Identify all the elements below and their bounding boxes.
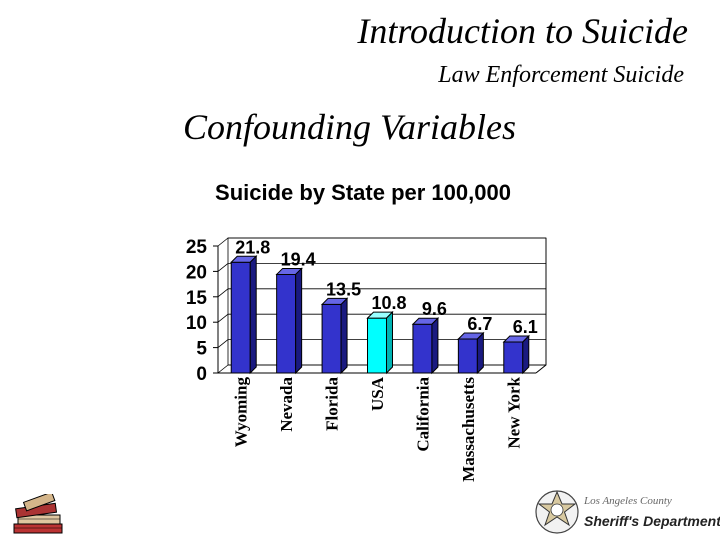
slide-title: Introduction to Suicide bbox=[357, 11, 688, 51]
category-label: Nevada bbox=[277, 377, 296, 432]
bar-side bbox=[295, 267, 303, 375]
section-heading: Confounding Variables bbox=[183, 107, 517, 147]
bar-front bbox=[503, 341, 524, 374]
bar-side bbox=[431, 317, 439, 375]
data-label: 6.1 bbox=[513, 317, 538, 337]
y-tick-label: 10 bbox=[186, 313, 207, 334]
bar-front bbox=[276, 273, 297, 374]
sheriff-star-badge-icon bbox=[535, 490, 579, 534]
chart-axes: 0 5 10 15 20 25 bbox=[186, 237, 547, 385]
chart-bars bbox=[230, 255, 530, 375]
y-tick-label: 25 bbox=[186, 237, 208, 258]
slide-subtitle: Law Enforcement Suicide bbox=[438, 62, 684, 88]
y-tick-label: 15 bbox=[186, 288, 208, 309]
y-tick-label: 20 bbox=[186, 262, 207, 283]
data-label: 10.8 bbox=[371, 293, 406, 313]
bar-side bbox=[249, 255, 257, 375]
bar-side bbox=[476, 331, 484, 375]
y-tick-label: 0 bbox=[196, 364, 207, 385]
bar-front bbox=[321, 303, 342, 374]
gridline-depth bbox=[217, 263, 229, 272]
data-label: 9.6 bbox=[422, 299, 447, 319]
gridline-depth bbox=[217, 339, 229, 348]
data-label: 6.7 bbox=[467, 314, 492, 334]
bar-front bbox=[367, 317, 387, 374]
books-icon bbox=[13, 494, 63, 534]
bar bbox=[230, 255, 258, 375]
category-label: Massachusetts bbox=[459, 377, 478, 482]
chart-labels: 21.8 Wyoming 19.4 Nevada 13.5 Florida 10.8 USA 9… bbox=[232, 237, 538, 482]
bar bbox=[366, 310, 394, 375]
bar-side bbox=[386, 310, 393, 375]
category-label: Florida bbox=[323, 377, 342, 431]
gridline-depth bbox=[217, 237, 229, 247]
bar bbox=[502, 334, 530, 375]
y-tick-label: 5 bbox=[196, 339, 207, 360]
bar-front bbox=[457, 338, 478, 374]
bar bbox=[320, 297, 349, 375]
data-label: 21.8 bbox=[235, 237, 270, 257]
gridline-depth bbox=[217, 288, 229, 298]
bar bbox=[411, 317, 440, 375]
bar bbox=[457, 331, 485, 375]
chart-title: Suicide by State per 100,000 bbox=[215, 180, 511, 205]
bar bbox=[275, 267, 303, 375]
bar-front bbox=[412, 323, 433, 374]
category-label: USA bbox=[368, 376, 387, 411]
x-axis-depth-line bbox=[535, 364, 547, 374]
sheriff-department-text: Sheriff's Department bbox=[584, 513, 720, 529]
bar-front bbox=[230, 261, 251, 374]
bar-side bbox=[340, 297, 348, 375]
gridline-depth bbox=[217, 364, 229, 374]
category-label: California bbox=[413, 377, 432, 452]
data-label: 13.5 bbox=[326, 279, 361, 299]
bar-side bbox=[522, 334, 530, 375]
gridline-depth bbox=[217, 313, 229, 323]
category-label: Wyoming bbox=[232, 377, 251, 448]
data-label: 19.4 bbox=[281, 249, 316, 269]
category-label: New York bbox=[504, 376, 523, 448]
sheriff-county-text: Los Angeles County bbox=[584, 495, 672, 507]
